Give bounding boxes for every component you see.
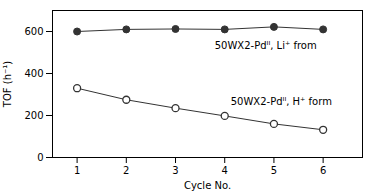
svg-text:50WX2-Pdᴵᴵ, H⁺ form: 50WX2-Pdᴵᴵ, H⁺ form [231, 96, 332, 107]
svg-text:6: 6 [320, 165, 326, 176]
svg-text:1: 1 [74, 165, 80, 176]
svg-text:3: 3 [172, 165, 178, 176]
svg-text:0: 0 [37, 152, 43, 163]
svg-text:TOF (h⁻¹): TOF (h⁻¹) [2, 61, 13, 108]
svg-text:50WX2-Pdᴵᴵ, Li⁺ from: 50WX2-Pdᴵᴵ, Li⁺ from [215, 40, 317, 51]
svg-text:2: 2 [123, 165, 129, 176]
svg-text:400: 400 [24, 68, 43, 79]
svg-text:600: 600 [24, 26, 43, 37]
svg-text:Cycle No.: Cycle No. [184, 180, 231, 191]
svg-text:200: 200 [24, 110, 43, 121]
svg-text:4: 4 [222, 165, 228, 176]
svg-text:5: 5 [271, 165, 277, 176]
